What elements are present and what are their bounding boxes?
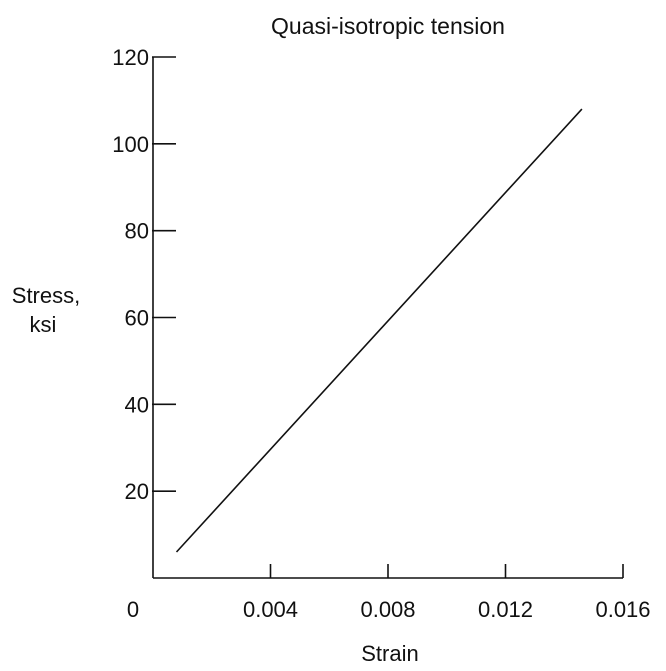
x-tick-label: 0 — [127, 597, 139, 622]
y-axis-label-line2: ksi — [30, 312, 57, 337]
y-tick-label: 40 — [125, 392, 149, 417]
y-tick-label: 60 — [125, 306, 149, 331]
x-tick-label: 0.008 — [360, 597, 415, 622]
x-tick-label: 0.016 — [595, 597, 650, 622]
y-tick-label: 80 — [125, 219, 149, 244]
x-tick-label: 0.004 — [243, 597, 298, 622]
x-tick-label: 0.012 — [478, 597, 533, 622]
chart-title: Quasi-isotropic tension — [271, 13, 505, 39]
y-tick-label: 20 — [125, 479, 149, 504]
series-layer — [175, 108, 583, 553]
x-axis-label: Strain — [361, 641, 418, 666]
stress-strain-line — [175, 108, 583, 553]
y-axis-label-line1: Stress, — [12, 283, 80, 308]
y-ticks: 20 40 60 80 100 120 — [112, 45, 176, 504]
y-tick-label: 120 — [112, 45, 149, 70]
x-ticks: 0 0.004 0.008 0.012 0.016 — [127, 564, 651, 622]
y-tick-label: 100 — [112, 132, 149, 157]
